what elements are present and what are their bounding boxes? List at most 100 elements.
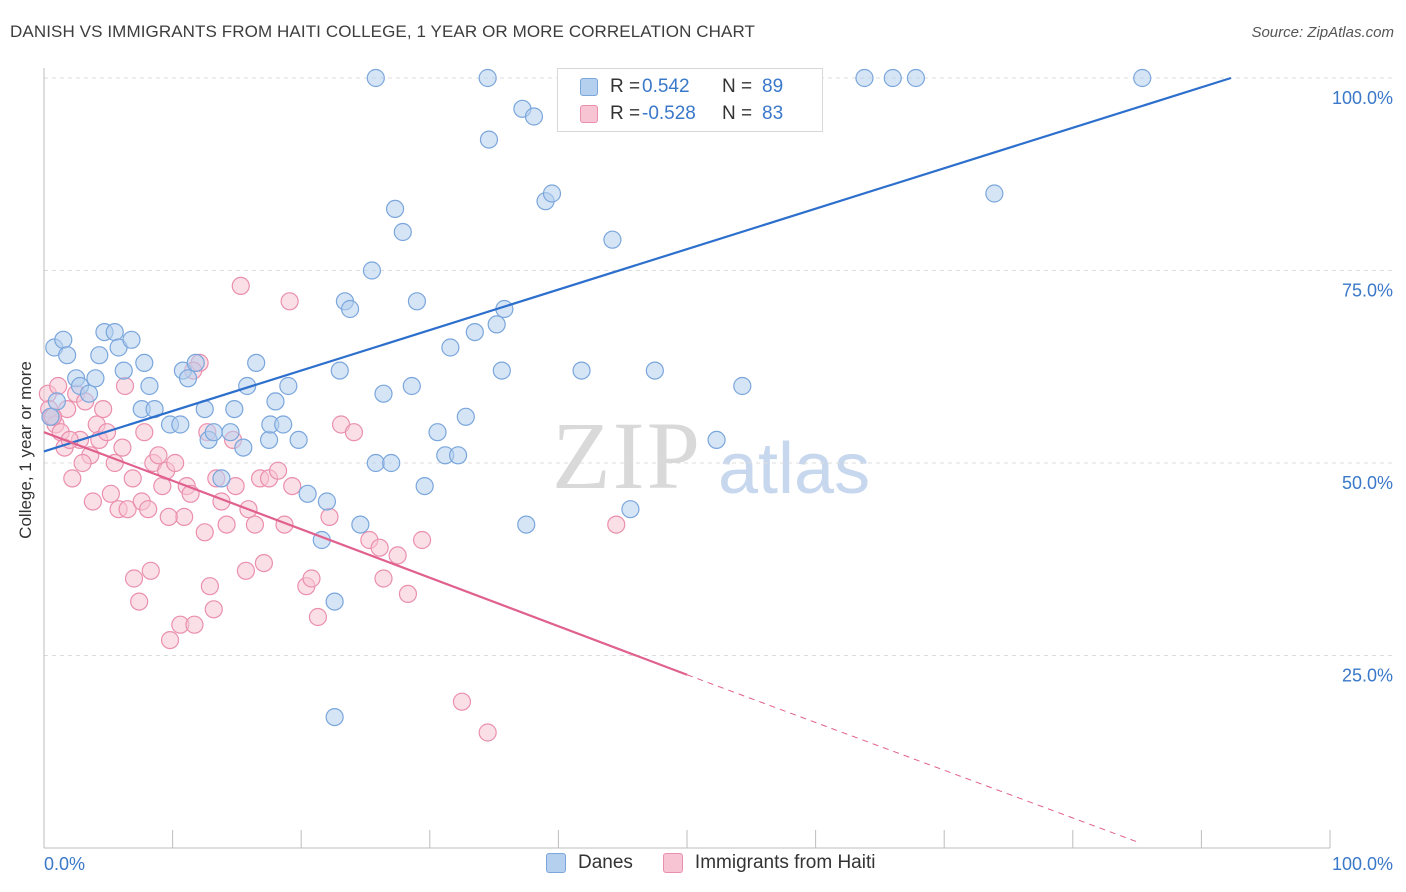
danes-point <box>603 230 622 249</box>
haiti-point <box>236 561 256 580</box>
danes-point <box>105 323 124 342</box>
danes-point <box>54 330 73 349</box>
legend-item-danes[interactable]: Danes <box>546 852 633 874</box>
danes-point <box>385 199 405 218</box>
danes-point <box>366 68 385 88</box>
y-axis-label-wrap: College, 1 year or more <box>14 300 38 600</box>
legend-item-haiti[interactable]: Immigrants from Haiti <box>662 852 875 874</box>
haiti-point <box>412 530 432 550</box>
danes-swatch <box>580 78 598 96</box>
haiti-point <box>217 515 236 534</box>
y-tick-label: 100.0% <box>1332 88 1393 108</box>
haiti-point <box>101 484 120 503</box>
haiti-legend-swatch <box>662 853 683 873</box>
haiti-point <box>123 469 142 488</box>
danes-point <box>122 330 141 349</box>
haiti-trend-line <box>43 431 688 676</box>
danes-point <box>86 369 105 388</box>
danes-point <box>325 592 344 611</box>
danes-point <box>234 438 253 457</box>
danes-r-value: 0.542 <box>642 76 690 97</box>
y-axis-label: College, 1 year or more <box>16 361 35 539</box>
danes-point <box>407 292 427 311</box>
haiti-point <box>166 453 185 473</box>
haiti-point <box>231 276 250 295</box>
haiti-point <box>302 569 321 588</box>
danes-point <box>883 68 902 88</box>
haiti-r-value: -0.528 <box>642 103 696 124</box>
danes-point <box>225 400 244 419</box>
y-tick-label: 75.0% <box>1342 281 1393 301</box>
haiti-point <box>63 469 82 488</box>
danes-legend-swatch <box>546 853 566 873</box>
haiti-point <box>388 546 407 565</box>
watermark-atlas: atlas <box>718 429 871 509</box>
danes-point <box>645 361 664 380</box>
haiti-point <box>141 561 160 580</box>
haiti-point <box>254 553 274 573</box>
danes-point <box>366 453 385 473</box>
danes-point <box>274 415 293 434</box>
danes-point <box>47 392 66 411</box>
danes-point <box>707 430 726 449</box>
haiti-point <box>200 577 219 596</box>
danes-point <box>362 261 382 280</box>
danes-point <box>621 500 640 519</box>
haiti-point <box>268 461 288 480</box>
legend-row-danes: R = 0.542 N = 89 <box>580 74 783 100</box>
haiti-point <box>374 569 393 588</box>
n-label: N = <box>722 103 753 124</box>
danes-legend-label: Danes <box>578 852 633 873</box>
danes-point <box>985 184 1004 203</box>
danes-point <box>298 484 317 503</box>
danes-point <box>140 376 159 396</box>
danes-point <box>448 446 468 465</box>
haiti-point <box>607 515 626 534</box>
haiti-point <box>83 492 102 511</box>
haiti-point <box>135 423 154 442</box>
danes-point <box>402 376 421 396</box>
trend-lines <box>43 76 1232 843</box>
danes-point <box>351 515 370 534</box>
haiti-point <box>159 507 178 527</box>
danes-point <box>393 222 412 242</box>
x-tick-label: 0.0% <box>44 854 85 874</box>
danes-point <box>465 323 484 342</box>
danes-point <box>259 430 279 449</box>
haiti-point <box>452 692 472 711</box>
danes-point <box>1133 68 1152 88</box>
danes-point <box>79 384 99 403</box>
danes-point <box>441 338 460 357</box>
danes-point <box>542 184 562 203</box>
haiti-point <box>320 507 339 527</box>
danes-point <box>572 361 591 380</box>
haiti-n-value: 83 <box>762 103 784 124</box>
haiti-point <box>94 400 113 419</box>
danes-point <box>221 423 240 442</box>
haiti-point <box>195 523 214 542</box>
haiti-point <box>344 423 364 442</box>
danes-point <box>374 384 393 403</box>
series-legend: Danes Immigrants from Haiti <box>546 852 905 874</box>
y-tick-label: 50.0% <box>1342 473 1393 493</box>
haiti-point <box>478 723 497 742</box>
source-credit: Source: ZipAtlas.com <box>1251 24 1394 41</box>
haiti-point <box>185 615 204 634</box>
danes-point <box>517 515 536 534</box>
danes-point <box>428 423 447 442</box>
danes-point <box>330 361 349 380</box>
x-tick-label: 100.0% <box>1332 854 1393 874</box>
danes-point <box>325 707 344 727</box>
haiti-point <box>226 477 245 496</box>
haiti-point <box>245 515 265 534</box>
danes-point <box>279 376 298 396</box>
haiti-point <box>49 376 68 396</box>
danes-point <box>906 68 926 88</box>
haiti-point <box>175 507 194 527</box>
danes-point <box>266 392 285 411</box>
haiti-point <box>160 630 180 650</box>
danes-point <box>382 453 401 473</box>
danes-trend-line <box>43 76 1232 453</box>
danes-n-value: 89 <box>762 76 784 97</box>
